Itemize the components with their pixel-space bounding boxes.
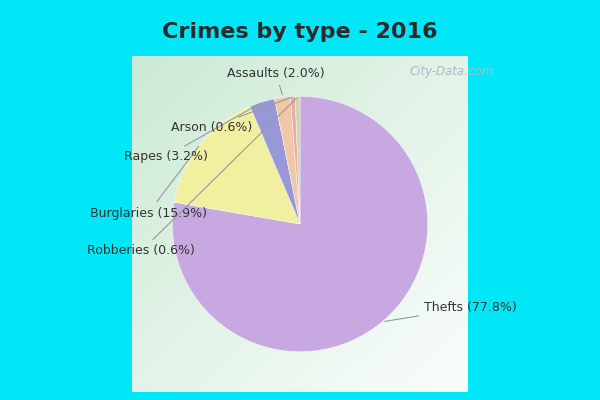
Wedge shape xyxy=(295,96,300,224)
Wedge shape xyxy=(172,96,428,352)
Text: Crimes by type - 2016: Crimes by type - 2016 xyxy=(162,22,438,42)
Text: Assaults (2.0%): Assaults (2.0%) xyxy=(227,67,325,95)
Text: Robberies (0.6%): Robberies (0.6%) xyxy=(88,98,296,257)
Wedge shape xyxy=(250,99,300,224)
Wedge shape xyxy=(275,97,300,224)
Text: Thefts (77.8%): Thefts (77.8%) xyxy=(385,301,517,322)
Text: Arson (0.6%): Arson (0.6%) xyxy=(170,98,291,134)
Wedge shape xyxy=(174,106,300,224)
Text: Rapes (3.2%): Rapes (3.2%) xyxy=(124,103,260,163)
Text: City-Data.com: City-Data.com xyxy=(409,66,494,78)
Text: Burglaries (15.9%): Burglaries (15.9%) xyxy=(89,146,206,220)
Wedge shape xyxy=(290,96,300,224)
